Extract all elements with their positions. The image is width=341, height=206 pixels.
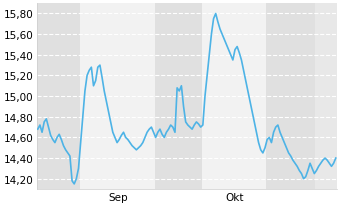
Bar [202,4,266,189]
Bar [154,4,202,189]
Bar [266,4,315,189]
Bar [79,4,154,189]
Bar [37,4,79,189]
